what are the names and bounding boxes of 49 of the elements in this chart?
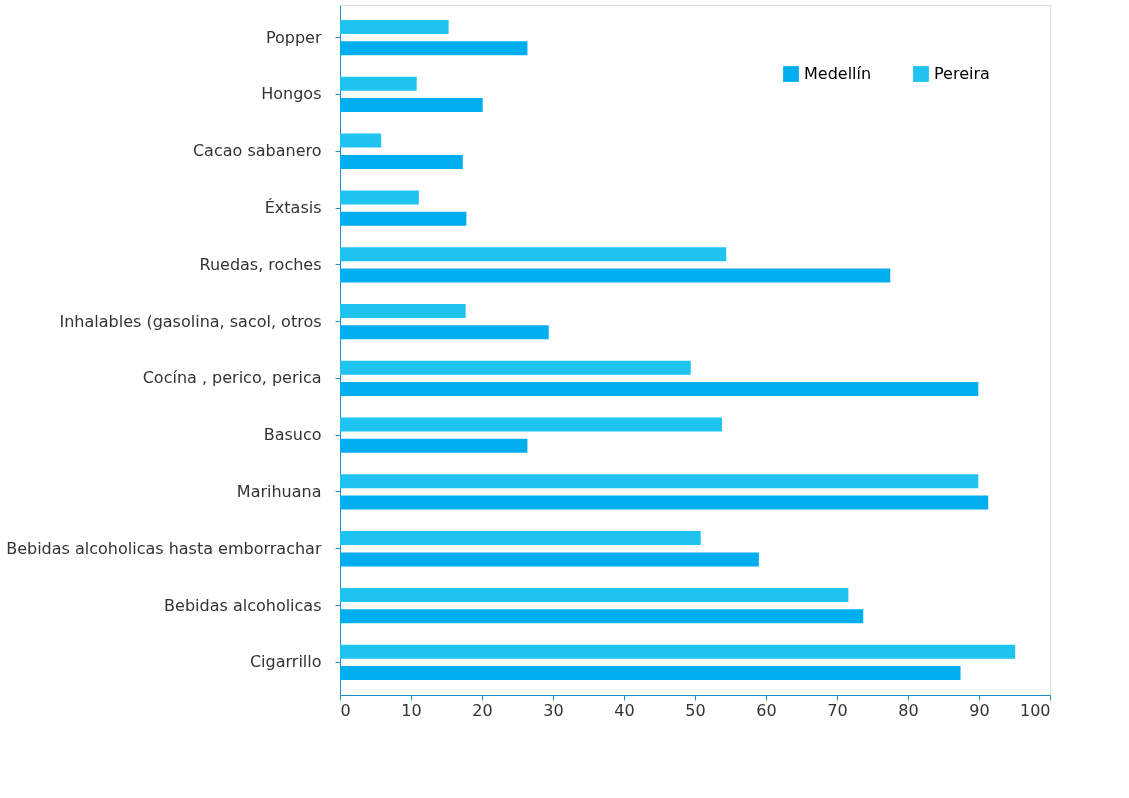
bar	[340, 382, 979, 397]
bar	[340, 495, 989, 510]
bar	[340, 360, 691, 375]
bar	[340, 531, 701, 546]
x-tick-label: 30	[543, 700, 564, 720]
y-tick-label: Inhalables (gasolina, sacol, otros	[59, 311, 322, 331]
bar	[340, 665, 961, 680]
bar	[340, 438, 528, 453]
bar	[340, 247, 727, 262]
x-tick-label: 70	[827, 700, 848, 720]
x-tick-label: 10	[401, 700, 422, 720]
legend-label: Pereira	[934, 64, 990, 83]
x-tick-label: 90	[969, 700, 990, 720]
y-tick-label: Marihuana	[236, 481, 322, 501]
bar	[340, 98, 483, 113]
bar	[340, 211, 467, 226]
legend-label: Medellín	[804, 64, 872, 83]
y-tick-label: Éxtasis	[264, 198, 322, 218]
x-tick-label: 40	[614, 700, 635, 720]
y-tick-label: Bebidas alcoholicas hasta emborrachar	[6, 538, 322, 558]
bar	[340, 587, 849, 602]
x-tick-label: 50	[685, 700, 706, 720]
bar	[340, 41, 528, 56]
y-tick-label: Cigarrillo	[249, 652, 322, 672]
y-tick-label: Popper	[265, 27, 322, 47]
bar	[340, 644, 1016, 659]
y-tick-label: Bebidas alcoholicas	[164, 595, 322, 615]
x-tick-label: 20	[472, 700, 493, 720]
bar	[340, 76, 417, 91]
bar	[340, 154, 463, 169]
x-tick-label: 0	[340, 700, 351, 720]
bar	[340, 474, 979, 489]
bar	[340, 133, 382, 148]
y-tick-label: Basuco	[263, 425, 322, 445]
bar	[340, 268, 891, 283]
bar	[340, 417, 722, 432]
y-tick-label: Ruedas, roches	[199, 254, 322, 274]
y-tick-label: Cocína , perico, perica	[142, 368, 322, 388]
x-tick-label: 60	[756, 700, 777, 720]
x-tick-label: 80	[898, 700, 919, 720]
bar	[340, 190, 419, 205]
x-tick-label: 100	[1019, 700, 1051, 720]
y-tick-label: Hongos	[261, 84, 322, 104]
bar	[340, 552, 759, 567]
bar	[340, 20, 449, 35]
bar	[340, 303, 466, 318]
bar	[340, 609, 864, 624]
bar	[340, 325, 549, 340]
y-tick-label: Cacao sabanero	[192, 141, 322, 161]
